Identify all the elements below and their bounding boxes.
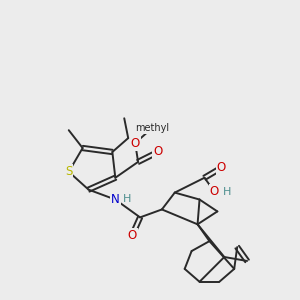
Text: N: N bbox=[111, 193, 120, 206]
Text: O: O bbox=[128, 229, 137, 242]
Text: O: O bbox=[153, 146, 163, 158]
Text: O: O bbox=[217, 161, 226, 174]
Text: S: S bbox=[65, 165, 72, 178]
Text: O: O bbox=[210, 185, 219, 198]
Text: methyl: methyl bbox=[135, 123, 169, 133]
Text: O: O bbox=[130, 136, 140, 150]
Text: H: H bbox=[123, 194, 132, 203]
Text: H: H bbox=[223, 187, 232, 196]
